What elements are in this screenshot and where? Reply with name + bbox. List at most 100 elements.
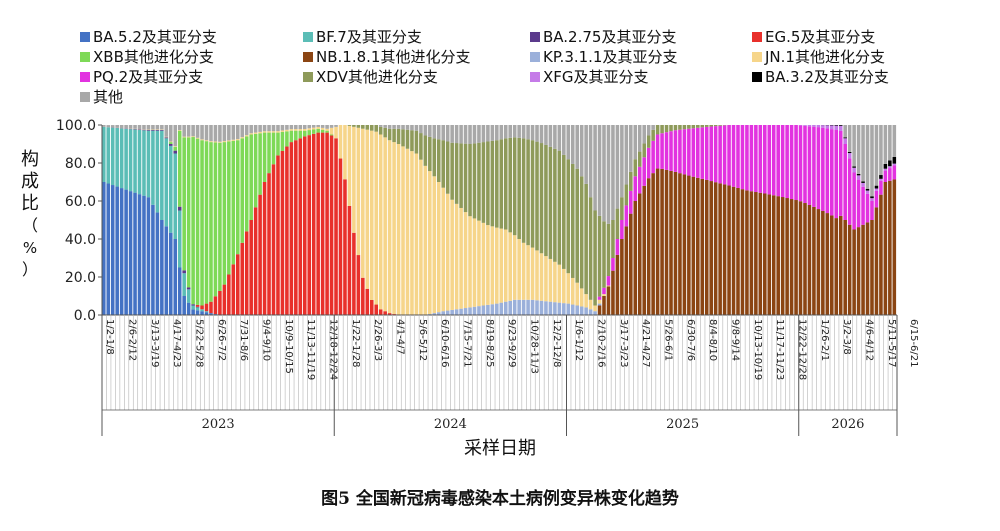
stack-bar-segment — [767, 125, 772, 195]
x-tick-label: 10/28-11/3 — [529, 319, 540, 374]
stack-bar-segment — [186, 287, 191, 290]
stack-bar-segment — [624, 125, 629, 185]
stack-bar-segment — [133, 192, 137, 315]
stack-bar-segment — [597, 215, 602, 297]
stack-bar-segment — [119, 128, 124, 189]
stack-bar-segment — [740, 125, 745, 190]
legend-item: BA.3.2及其亚分支 — [752, 68, 889, 86]
stack-bar-segment — [191, 304, 195, 306]
stack-bar-segment — [678, 173, 682, 315]
stack-bar-segment — [204, 125, 209, 141]
stack-bar-segment — [146, 130, 151, 131]
stack-bar-segment — [459, 125, 463, 144]
stack-bar-segment — [280, 150, 285, 315]
stack-bar-segment — [789, 125, 794, 200]
x-axis-title: 采样日期 — [464, 438, 536, 459]
legend-item: BA.5.2及其亚分支 — [80, 28, 217, 46]
x-tick-label: 11/17-11/23 — [774, 319, 785, 380]
stack-bar-segment — [110, 127, 115, 186]
stack-bar-segment — [767, 194, 772, 315]
stack-bar-segment — [642, 125, 646, 144]
stack-bar-segment — [535, 141, 539, 251]
stack-bar-segment — [410, 125, 414, 131]
stack-bar-segment — [200, 139, 204, 141]
stack-bar-segment — [369, 125, 374, 131]
stack-bar-segment — [700, 127, 705, 179]
stack-bar-segment — [253, 133, 258, 208]
stack-bar-segment — [602, 287, 606, 295]
stack-bar-segment — [763, 193, 767, 315]
stack-bar-segment — [870, 220, 874, 315]
stack-bar-segment — [436, 182, 441, 313]
stack-bar-segment — [316, 126, 320, 129]
year-label: 2025 — [666, 417, 699, 432]
y-tick-label: 60.0 — [65, 194, 96, 210]
legend-label: 其他 — [93, 88, 123, 106]
stack-bar-segment — [843, 220, 847, 315]
stack-bar-segment — [535, 125, 539, 142]
x-tick-label: 3/13-3/19 — [149, 319, 160, 368]
stack-bar-segment — [526, 139, 530, 246]
stack-bar-segment — [276, 132, 280, 156]
stack-bar-segment — [803, 125, 807, 126]
stack-bar-segment — [338, 158, 343, 315]
x-tick-label: 7/15-7/21 — [462, 319, 473, 368]
stack-bar-segment — [428, 136, 432, 172]
stack-bar-segment — [888, 160, 892, 167]
stack-bar-segment — [548, 258, 553, 302]
stack-bar-segment — [124, 189, 128, 315]
stack-bar-segment — [459, 143, 463, 208]
stack-bar-segment — [544, 301, 548, 315]
stack-bar-segment — [441, 125, 446, 141]
stack-bar-segment — [615, 239, 620, 255]
stack-bar-segment — [562, 154, 566, 269]
stack-bar-segment — [499, 228, 504, 303]
legend-label: KP.3.1.1及其亚分支 — [543, 48, 677, 66]
stack-bar-segment — [182, 136, 186, 138]
stack-bar-segment — [151, 125, 155, 130]
stack-bar-segment — [615, 254, 620, 315]
stack-bar-segment — [816, 125, 821, 128]
y-axis-title-char: ） — [22, 260, 38, 279]
stack-bar-segment — [200, 311, 204, 315]
stack-bar-segment — [736, 187, 740, 315]
stack-bar-segment — [186, 136, 191, 138]
stack-bar-segment — [892, 165, 897, 180]
stack-bar-segment — [227, 125, 231, 141]
stack-bar-segment — [235, 140, 240, 255]
stack-bar-segment — [713, 125, 718, 127]
stack-bar-segment — [258, 131, 262, 134]
stack-bar-segment — [182, 273, 186, 296]
stack-bar-segment — [369, 130, 374, 300]
stack-bar-segment — [432, 125, 437, 139]
stack-bar-segment — [870, 201, 874, 220]
stack-bar-segment — [718, 125, 722, 126]
stack-bar-segment — [517, 239, 521, 300]
stack-bar-segment — [664, 132, 669, 170]
stack-bar-segment — [838, 215, 843, 315]
stack-bar-segment — [557, 302, 562, 315]
stack-bar-segment — [530, 125, 535, 141]
legend-swatch — [303, 32, 313, 42]
stack-bar-segment — [195, 138, 200, 305]
stack-bar-segment — [387, 313, 392, 315]
stack-bar-segment — [615, 208, 620, 239]
x-tick-label: 5/26-6/1 — [663, 319, 674, 361]
stack-bar-segment — [151, 129, 155, 131]
stack-bar-segment — [463, 143, 468, 213]
stack-bar-segment — [102, 182, 106, 315]
x-tick-label: 10/9-10/15 — [283, 319, 294, 374]
legend-item: BF.7及其亚分支 — [303, 28, 422, 46]
x-tick-label: 12/2-12/8 — [551, 319, 562, 368]
stack-bar-segment — [879, 180, 883, 195]
stack-bar-segment — [843, 137, 847, 139]
stack-bar-segment — [611, 220, 615, 258]
stack-bar-segment — [383, 127, 387, 138]
stack-bar-segment — [445, 193, 450, 311]
stack-bar-segment — [414, 130, 419, 154]
stack-bar-segment — [204, 140, 209, 142]
x-tick-label: 6/26-7/2 — [216, 319, 227, 361]
x-tick-label: 4/6-4/12 — [864, 319, 875, 361]
stack-bar-segment — [231, 125, 236, 140]
stack-bar-segment — [718, 125, 722, 184]
